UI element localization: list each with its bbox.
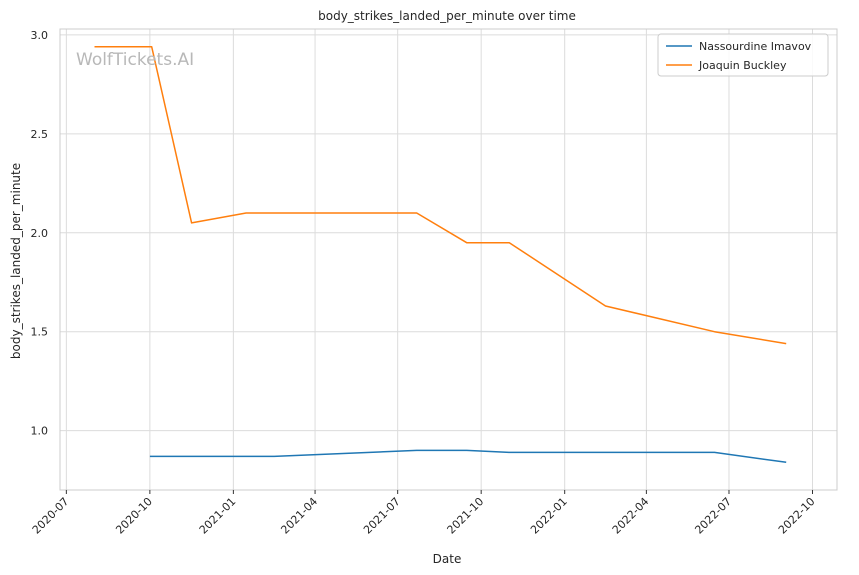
- y-tick-label-2: 2.0: [31, 227, 49, 240]
- y-tick-label-3: 2.5: [31, 128, 49, 141]
- y-tick-label-0: 1.0: [31, 425, 49, 438]
- legend-label-1: Joaquin Buckley: [698, 59, 787, 72]
- series-layer: [94, 46, 787, 464]
- y-tick-label-4: 3.0: [31, 29, 49, 42]
- chart-title: body_strikes_landed_per_minute over time: [318, 9, 576, 23]
- grid: [60, 29, 837, 490]
- legend: Nassourdine Imavov Joaquin Buckley: [657, 33, 829, 77]
- watermark: WolfTickets.AI: [76, 50, 194, 70]
- y-axis-label: body_strikes_landed_per_minute: [9, 163, 23, 359]
- legend-box: [657, 33, 829, 77]
- series-line-1: [94, 46, 787, 345]
- x-axis-label: Date: [433, 552, 462, 566]
- legend-label-0: Nassourdine Imavov: [699, 40, 812, 53]
- series-line-0: [149, 449, 787, 464]
- plot-frame: [59, 28, 838, 491]
- y-tick-label-1: 1.5: [31, 326, 49, 339]
